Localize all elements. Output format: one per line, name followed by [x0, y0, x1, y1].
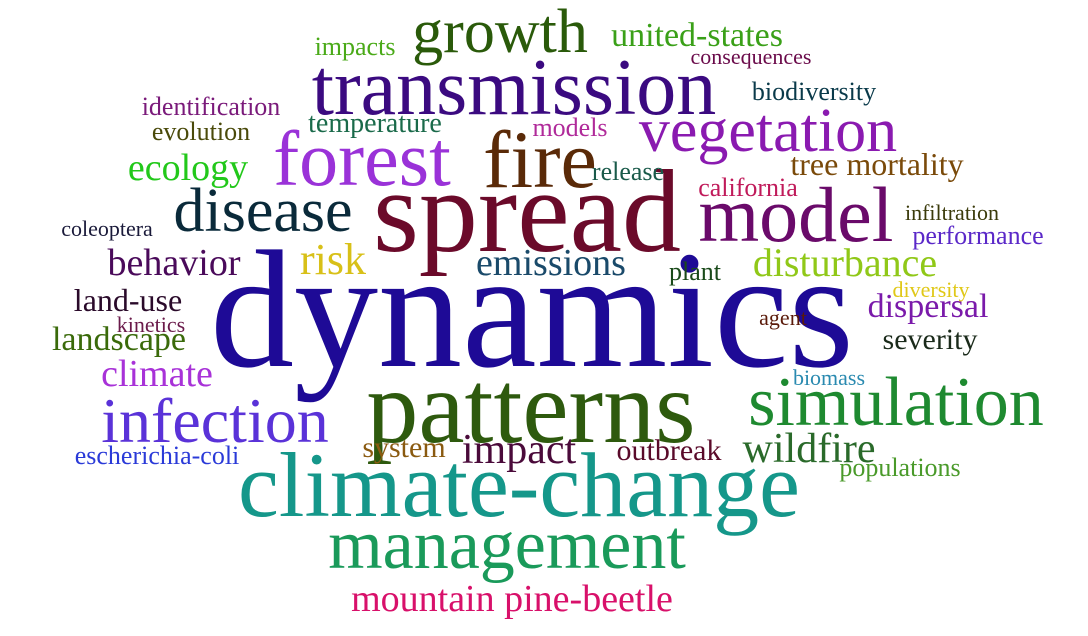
- word-management: management: [328, 507, 686, 584]
- word-united-states: united-states: [611, 17, 783, 54]
- word-emissions: emissions: [476, 242, 626, 284]
- word-evolution: evolution: [151, 117, 251, 146]
- word-plant: plant: [669, 257, 721, 286]
- word-diversity: diversity: [892, 277, 970, 302]
- word-vegetation: vegetation: [638, 97, 898, 165]
- word-land-use: land-use: [73, 282, 183, 318]
- word-climate: climate: [101, 353, 213, 395]
- word-impacts: impacts: [314, 32, 396, 61]
- word-climate-change: climate-change: [238, 434, 800, 536]
- word-wildfire: wildfire: [742, 426, 876, 472]
- word-disease: disease: [173, 177, 353, 245]
- word-growth: growth: [412, 0, 588, 66]
- word-disturbance: disturbance: [752, 240, 938, 285]
- word-dynamics: dynamics: [210, 217, 854, 403]
- word-fire: fire: [483, 114, 597, 205]
- word-forest: forest: [273, 115, 451, 202]
- word-spread: spread: [373, 146, 681, 277]
- word-california: california: [698, 173, 798, 202]
- word-simulation: simulation: [748, 364, 1044, 441]
- word-mountain-pine-beetle: mountain pine-beetle: [351, 578, 673, 620]
- word-infection: infection: [101, 385, 329, 456]
- word-temperature: temperature: [308, 108, 442, 139]
- word-identification: identification: [141, 92, 281, 121]
- word-severity: severity: [882, 323, 978, 356]
- word-biomass: biomass: [792, 365, 866, 390]
- word-release: release: [591, 157, 665, 186]
- word-transmission: transmission: [311, 44, 717, 132]
- word-tree-mortality: tree mortality: [790, 146, 964, 182]
- word-infiltration: infiltration: [904, 200, 1000, 225]
- word-populations: populations: [839, 453, 961, 482]
- word-patterns: patterns: [366, 350, 696, 465]
- word-consequences: consequences: [690, 44, 812, 69]
- word-biodiversity: biodiversity: [751, 77, 877, 106]
- word-performance: performance: [912, 221, 1044, 250]
- word-agent: agent: [759, 305, 807, 330]
- word-model: model: [698, 171, 894, 258]
- word-impact: impact: [461, 427, 577, 473]
- word-kinetics: kinetics: [116, 312, 186, 337]
- word-escherichia-coli: escherichia-coli: [74, 441, 240, 470]
- word-behavior: behavior: [107, 242, 241, 284]
- word-coleoptera: coleoptera: [61, 216, 153, 241]
- word-models: models: [532, 113, 608, 142]
- word-ecology: ecology: [127, 147, 249, 189]
- word-system: system: [362, 431, 446, 464]
- word-outbreak: outbreak: [616, 434, 722, 467]
- word-risk: risk: [300, 235, 366, 284]
- word-landscape: landscape: [51, 321, 187, 358]
- word-dispersal: dispersal: [867, 288, 989, 325]
